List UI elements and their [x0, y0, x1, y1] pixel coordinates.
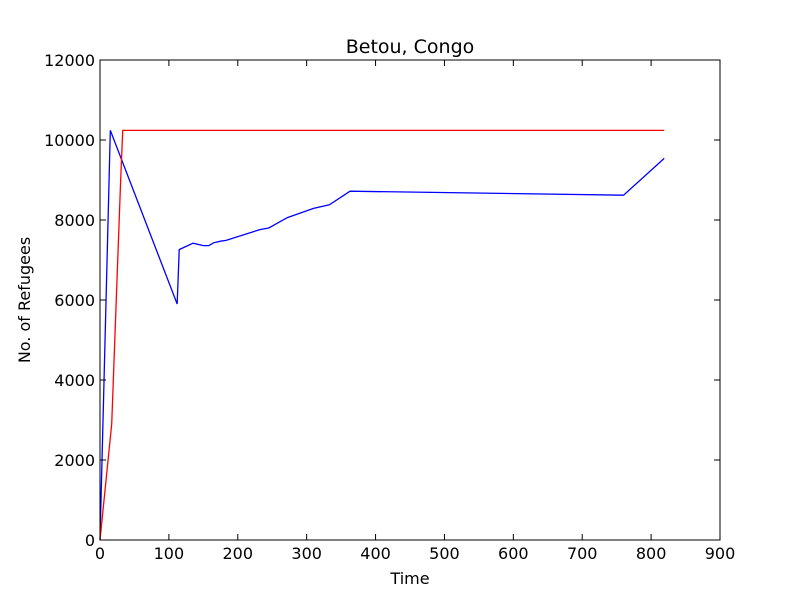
y-tick-label: 8000 — [54, 211, 95, 230]
x-tick-label: 900 — [705, 544, 736, 563]
x-axis-label: Time — [389, 569, 429, 588]
x-axis-ticks: 0 100 200 300 400 500 600 700 800 900 — [95, 60, 735, 563]
x-tick-label: 500 — [429, 544, 460, 563]
x-tick-label: 300 — [291, 544, 322, 563]
y-tick-label: 0 — [85, 531, 95, 550]
x-tick-label: 800 — [636, 544, 667, 563]
y-axis-ticks: 0 2000 4000 6000 8000 10000 12000 — [44, 51, 720, 550]
y-axis-label: No. of Refugees — [15, 237, 34, 363]
series-line-2 — [99, 129, 665, 541]
y-tick-label: 4000 — [54, 371, 95, 390]
x-tick-label: 200 — [223, 544, 254, 563]
chart-title: Betou, Congo — [346, 36, 475, 58]
x-tick-label: 600 — [498, 544, 529, 563]
x-tick-label: 700 — [567, 544, 598, 563]
y-tick-label: 10000 — [44, 131, 95, 150]
y-tick-label: 6000 — [54, 291, 95, 310]
y-tick-label: 2000 — [54, 451, 95, 470]
plot-frame — [99, 59, 721, 541]
x-tick-label: 400 — [360, 544, 391, 563]
plot-area — [99, 129, 665, 541]
x-tick-label: 100 — [154, 544, 185, 563]
x-tick-label: 0 — [95, 544, 105, 563]
y-tick-label: 12000 — [44, 51, 95, 70]
series-line-1 — [99, 130, 665, 541]
